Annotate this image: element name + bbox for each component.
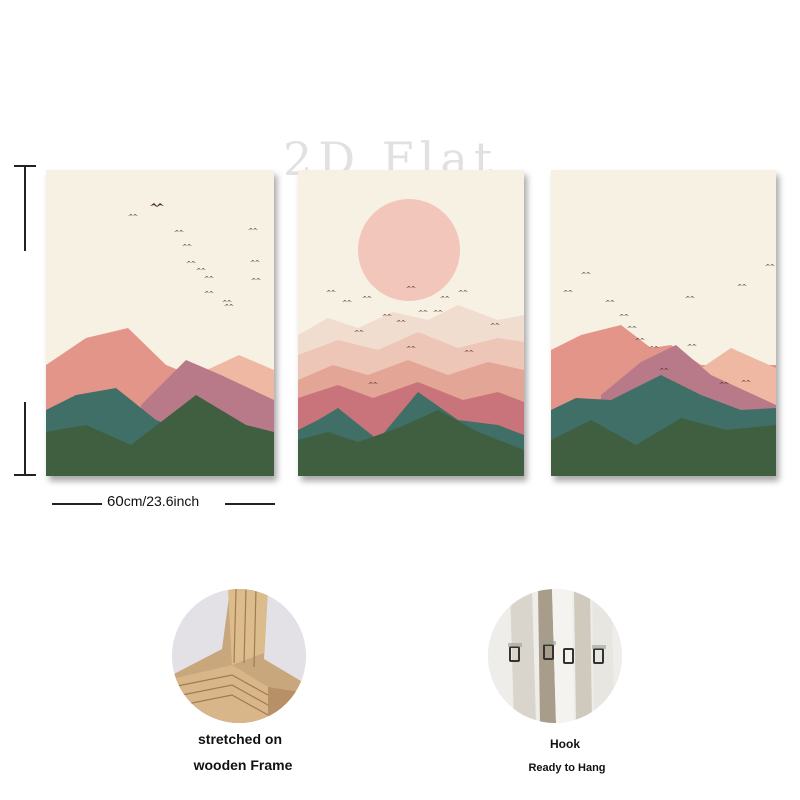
canvas-panel-center (298, 170, 524, 476)
hook-icon (488, 589, 622, 723)
frame-caption-line2: wooden Frame (193, 757, 293, 773)
width-dimension-line-right (225, 503, 275, 505)
width-dimension-line-left (52, 503, 102, 505)
frame-caption-line1: stretched on (197, 731, 283, 747)
height-dimension-line-top (24, 165, 26, 251)
mountain-birds-artwork-right (551, 170, 776, 476)
width-label: 60cm/23.6inch (107, 493, 199, 510)
height-tick-bottom (14, 474, 36, 476)
sun-mountain-artwork (298, 170, 524, 476)
hook-photo (488, 589, 622, 723)
canvas-panel-right (551, 170, 776, 476)
wooden-frame-photo (172, 589, 306, 723)
wooden-frame-icon (172, 589, 306, 723)
width-label-unit: cm/23.6inch (123, 493, 200, 509)
width-label-number: 60 (107, 493, 124, 510)
height-tick-top (14, 165, 36, 167)
height-dimension-line-bottom (24, 402, 26, 474)
mountain-birds-artwork (46, 170, 274, 476)
hook-caption-line1: Hook (550, 737, 580, 751)
hook-caption-line2: Ready to Hang (528, 762, 606, 774)
canvas-panel-left (46, 170, 274, 476)
